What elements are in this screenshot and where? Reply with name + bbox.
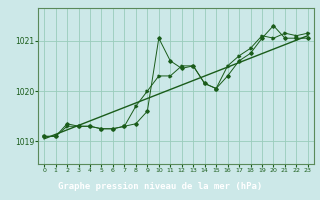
Text: Graphe pression niveau de la mer (hPa): Graphe pression niveau de la mer (hPa) — [58, 182, 262, 191]
